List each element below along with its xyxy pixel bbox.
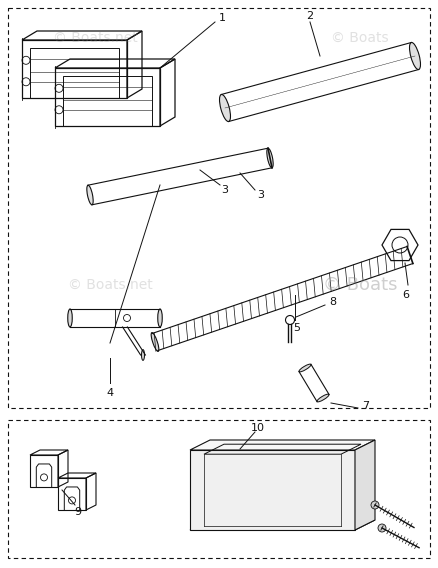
Text: 8: 8	[329, 297, 336, 307]
Ellipse shape	[219, 94, 230, 122]
Bar	[30, 48, 119, 98]
Polygon shape	[190, 450, 355, 530]
Ellipse shape	[141, 349, 145, 361]
Text: 3: 3	[222, 185, 229, 195]
Bar	[63, 76, 152, 126]
Text: 7: 7	[362, 401, 370, 411]
Ellipse shape	[151, 333, 159, 352]
Ellipse shape	[410, 43, 420, 69]
Text: 9: 9	[74, 507, 81, 517]
Text: 10: 10	[251, 423, 265, 433]
Polygon shape	[190, 440, 375, 450]
Text: 6: 6	[403, 290, 410, 300]
Ellipse shape	[68, 309, 72, 327]
Ellipse shape	[267, 148, 273, 168]
Text: 1: 1	[219, 13, 226, 23]
Ellipse shape	[299, 364, 311, 372]
Text: © Boats: © Boats	[331, 31, 389, 45]
Text: © Boats: © Boats	[323, 276, 397, 294]
Polygon shape	[190, 520, 375, 530]
Text: 4: 4	[106, 388, 113, 398]
Bar	[8, 420, 430, 558]
Text: 2: 2	[307, 11, 314, 21]
Bar	[8, 8, 430, 408]
Polygon shape	[355, 440, 375, 530]
Text: 5: 5	[293, 323, 300, 333]
Ellipse shape	[87, 185, 93, 205]
Ellipse shape	[317, 394, 329, 402]
Text: © Boats.net: © Boats.net	[53, 31, 138, 45]
Ellipse shape	[158, 309, 162, 327]
Text: © Boats.net: © Boats.net	[67, 278, 152, 292]
Circle shape	[378, 524, 386, 532]
Circle shape	[371, 501, 379, 509]
Text: 3: 3	[258, 190, 265, 200]
